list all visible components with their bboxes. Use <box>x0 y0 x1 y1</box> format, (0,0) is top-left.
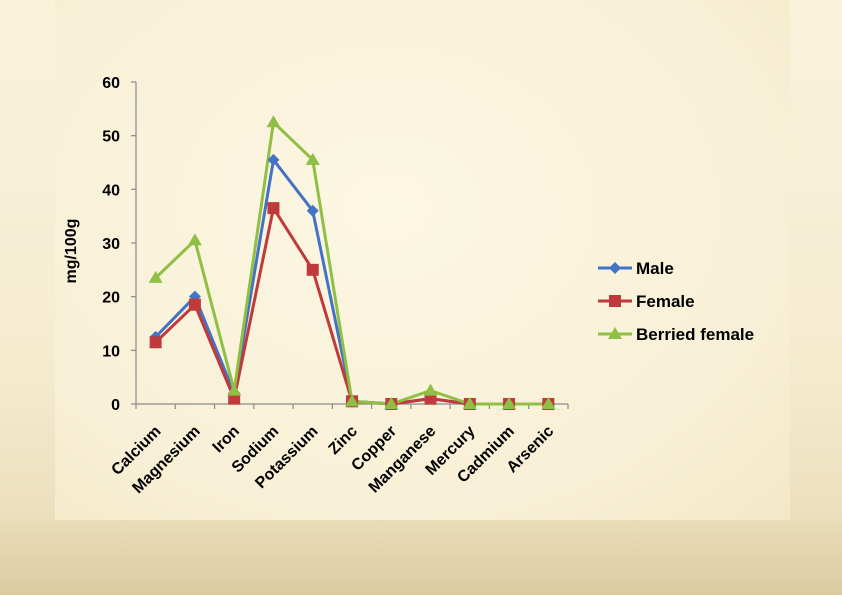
series-lines <box>154 120 549 406</box>
data-point-berried-female <box>462 397 477 409</box>
legend-marker-female <box>609 295 621 307</box>
legend-label-female: Female <box>636 292 695 311</box>
data-point-female <box>149 336 162 349</box>
x-tick-label: Iron <box>210 423 243 456</box>
data-point-berried-female <box>502 397 517 409</box>
data-point-female <box>228 392 241 405</box>
data-point-berried-female <box>541 397 556 409</box>
series-markers <box>148 115 556 410</box>
data-point-male <box>267 153 280 166</box>
legend: Male Female Berried female <box>598 259 754 344</box>
y-tick-label: 50 <box>102 129 120 146</box>
series-line-female <box>154 206 549 406</box>
data-point-berried-female <box>227 383 242 396</box>
y-tick-label: 10 <box>102 343 120 360</box>
data-point-berried-female <box>305 152 320 165</box>
data-point-berried-female <box>148 270 163 283</box>
y-tick-label: 0 <box>111 397 120 414</box>
chart-panel <box>55 0 790 520</box>
y-tick-label: 20 <box>102 290 120 307</box>
legend-marker-male <box>609 262 621 274</box>
data-point-berried-female <box>423 383 438 396</box>
bottom-band <box>0 520 842 595</box>
data-point-berried-female <box>187 233 202 246</box>
x-tick-label: Zinc <box>326 423 361 458</box>
series-line-berried-female <box>154 120 549 406</box>
y-tick-label: 60 <box>102 75 120 92</box>
legend-marker-berried-female <box>608 327 622 339</box>
data-point-female <box>267 202 280 215</box>
data-point-berried-female <box>384 397 399 409</box>
y-axis-title: mg/100g <box>63 219 80 284</box>
y-tick-label: 40 <box>102 182 120 199</box>
data-point-female <box>424 392 437 405</box>
data-point-female <box>188 298 201 311</box>
data-point-male <box>306 204 319 217</box>
y-tick-labels: 0 10 20 30 40 50 60 <box>102 75 120 414</box>
data-point-berried-female <box>345 394 359 407</box>
data-point-berried-female <box>266 115 281 128</box>
legend-label-male: Male <box>636 259 674 278</box>
data-point-female <box>306 263 319 276</box>
series-line-male <box>154 158 549 406</box>
legend-label-berried-female: Berried female <box>636 325 754 344</box>
y-tick-label: 30 <box>102 236 120 253</box>
